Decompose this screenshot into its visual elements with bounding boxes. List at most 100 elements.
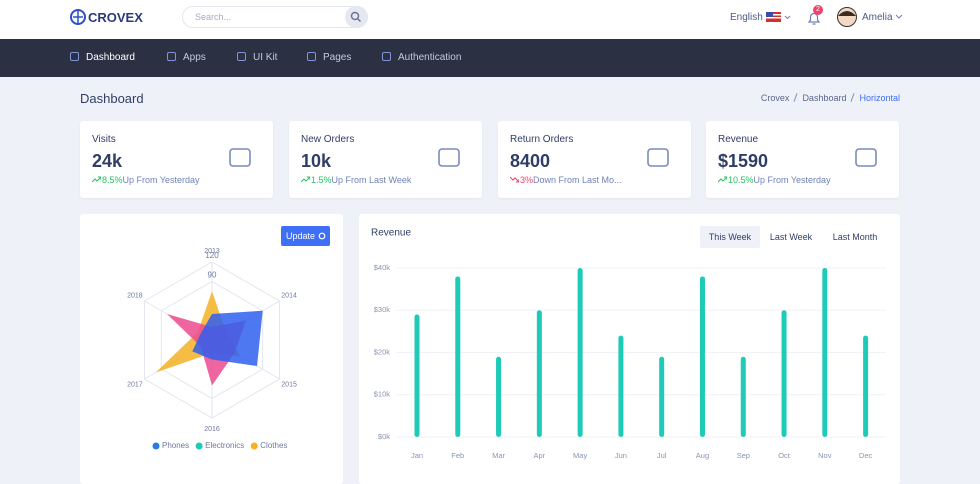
legend-label: Clothes (260, 441, 287, 450)
nav-item[interactable]: Dashboard (70, 39, 135, 77)
stat-value: 24k (92, 151, 123, 171)
nav-label: Authentication (398, 52, 462, 63)
y-tick-label: $10k (374, 390, 391, 399)
legend-label: Electronics (205, 441, 244, 450)
change-percent: 10.5% (717, 175, 754, 185)
y-tick-label: $40k (374, 263, 391, 272)
legend-swatch (250, 442, 258, 450)
stat-card: Visits 24k 8.5%Up From Yesterday (80, 121, 273, 198)
stat-change: 3%Down From Last Mo... (509, 175, 622, 185)
change-value: 3% (520, 175, 534, 185)
legend-swatch (195, 442, 203, 450)
nav-item[interactable]: Authentication (382, 39, 461, 77)
nav-label: Dashboard (86, 52, 135, 63)
radar-area (192, 310, 263, 366)
search-box[interactable]: Search... (182, 6, 368, 28)
stat-value: 8400 (510, 151, 551, 171)
legend-swatch (152, 442, 160, 450)
stat-card: New Orders 10k 1.5%Up From Last Week (289, 121, 482, 198)
change-percent: 8.5% (91, 175, 123, 185)
radar-axis-label: 2015 (281, 381, 297, 388)
nav-icon (237, 52, 246, 61)
change-value: 1.5% (311, 175, 332, 185)
stat-card: Revenue $1590 10.5%Up From Yesterday (706, 121, 899, 198)
bar (863, 335, 869, 437)
update-button[interactable] (281, 226, 330, 246)
radar-axis-label: 2016 (204, 426, 220, 433)
bar (618, 335, 624, 437)
stat-icon (645, 145, 671, 171)
nav-item[interactable]: Apps (167, 39, 206, 77)
stat-icon (436, 145, 462, 171)
x-tick-label: Sep (737, 451, 750, 460)
x-tick-label: Dec (859, 451, 873, 460)
bar (822, 268, 828, 437)
breadcrumb-item[interactable]: Dashboard (802, 93, 847, 103)
tab-active (700, 226, 760, 248)
radar-axis-label: 2014 (281, 292, 297, 299)
breadcrumb-item[interactable]: Crovex (760, 93, 790, 103)
user-name[interactable]: Amelia (862, 12, 893, 23)
y-tick-label: $30k (374, 305, 391, 314)
radar-axis-label: 2018 (127, 292, 143, 299)
tab[interactable]: This Week (709, 232, 752, 242)
stat-label: Return Orders (510, 134, 574, 145)
bar (740, 356, 746, 437)
tab[interactable]: Last Week (770, 232, 813, 242)
stat-label: Visits (92, 134, 116, 145)
search-button[interactable] (345, 6, 367, 28)
y-tick-label: $20k (374, 347, 391, 356)
bar (496, 356, 502, 437)
stat-label: Revenue (718, 134, 759, 145)
page-title: Dashboard (80, 91, 144, 106)
change-percent: 3% (509, 175, 534, 185)
stat-card: Return Orders 8400 3%Down From Last Mo... (498, 121, 691, 198)
radar-axis-label: 2013 (204, 248, 220, 255)
change-value: 8.5% (102, 175, 123, 185)
change-value: 10.5% (728, 175, 754, 185)
logo-icon (70, 9, 86, 25)
x-tick-label: Mar (492, 451, 505, 460)
breadcrumb: Crovex Dashboard Horizontal (761, 93, 900, 103)
language[interactable]: English (730, 12, 763, 23)
refresh-icon (318, 232, 326, 240)
change-percent: 1.5% (300, 175, 332, 185)
stat-value: 10k (301, 151, 332, 171)
stat-icon (853, 145, 879, 171)
change-note: Up From Yesterday (122, 175, 200, 185)
stat-icon (227, 145, 253, 171)
bar (536, 310, 542, 437)
legend-label: Phones (162, 441, 189, 450)
breadcrumb-item[interactable]: Horizontal (859, 93, 900, 103)
nav-item[interactable]: Pages (307, 39, 351, 77)
stat-label: New Orders (301, 134, 355, 145)
bar (414, 314, 420, 437)
chart-title: Revenue (371, 228, 411, 239)
nav-icon (70, 52, 79, 61)
logo[interactable]: CROVEX (88, 10, 143, 25)
nav-label: UI Kit (253, 52, 278, 63)
search-placeholder: Search... (195, 12, 232, 22)
bar (659, 356, 665, 437)
radar-tick-label: 120 (205, 251, 219, 260)
notification-badge: 2 (813, 5, 823, 15)
x-tick-label: Nov (818, 451, 832, 460)
change-note: Up From Last Week (331, 175, 412, 185)
stat-change: 8.5%Up From Yesterday (91, 175, 200, 185)
stat-change: 1.5%Up From Last Week (300, 175, 412, 185)
update-button-label: Update (286, 231, 315, 241)
x-tick-label: Jul (657, 451, 667, 460)
nav-bar: Dashboard Apps UI Kit Pages Authentication (0, 39, 980, 77)
avatar[interactable] (837, 7, 857, 27)
radar-axis-label: 2017 (127, 381, 143, 388)
nav-label: Pages (323, 52, 352, 63)
nav-label: Apps (183, 52, 206, 63)
tab[interactable]: Last Month (833, 232, 878, 242)
bar (699, 276, 705, 437)
x-tick-label: Oct (778, 451, 791, 460)
nav-item[interactable]: UI Kit (237, 39, 277, 77)
top-bar: CROVEX Search... English 2 Amelia (0, 0, 980, 39)
y-tick-label: $0k (378, 432, 390, 441)
x-tick-label: May (573, 451, 587, 460)
